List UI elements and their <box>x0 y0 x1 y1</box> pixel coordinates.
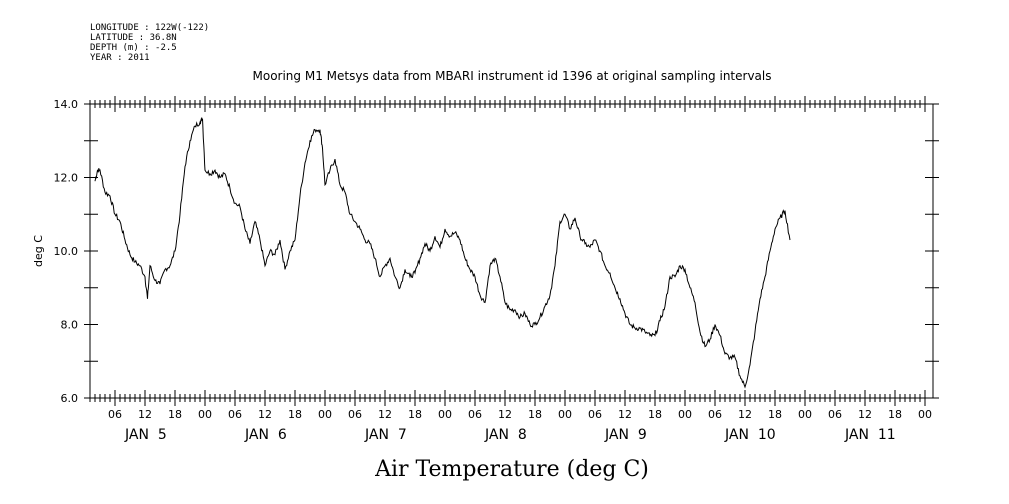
x-tick-label: 06 <box>468 408 482 421</box>
x-tick-label: 18 <box>168 408 182 421</box>
depth-label: DEPTH (m) : -2.5 <box>90 43 177 53</box>
x-axis-label: Air Temperature (deg C) <box>374 457 649 482</box>
y-tick-label: 8.0 <box>61 319 79 332</box>
y-axis: 6.0 8.0 10.0 12.0 14.0 <box>54 98 79 405</box>
x-tick-label: 18 <box>288 408 302 421</box>
year-label: YEAR : 2011 <box>90 53 150 63</box>
x-tick-label: 00 <box>438 408 452 421</box>
y-tick-label: 10.0 <box>54 245 79 258</box>
longitude-label: LONGITUDE : 122W(-122) <box>90 23 209 33</box>
tick-marks <box>84 96 939 406</box>
x-tick-label: 06 <box>228 408 242 421</box>
x-tick-label: 12 <box>858 408 872 421</box>
minor-ticks <box>84 96 939 406</box>
latitude-label: LATITUDE : 36.8N <box>90 33 177 43</box>
y-tick-label: 14.0 <box>54 98 79 111</box>
x-tick-label: 12 <box>738 408 752 421</box>
day-label: JAN 5 <box>124 427 167 443</box>
y-tick-label: 6.0 <box>61 392 79 405</box>
x-tick-label: 06 <box>588 408 602 421</box>
x-tick-label: 12 <box>378 408 392 421</box>
x-tick-label: 00 <box>798 408 812 421</box>
x-tick-label: 18 <box>408 408 422 421</box>
day-label: JAN 8 <box>484 427 527 443</box>
x-tick-label: 00 <box>558 408 572 421</box>
x-axis: 06 12 18 00 06 12 18 00 06 12 18 00 06 12 18 00 06 12 18 00… <box>108 408 932 421</box>
day-labels: JAN 5 JAN 6 JAN 7 JAN 8 JAN 9 JAN 10 JAN 11 <box>124 427 896 443</box>
day-label: JAN 9 <box>604 427 647 443</box>
y-axis-label: deg C <box>32 235 45 267</box>
x-tick-label: 06 <box>108 408 122 421</box>
series-line <box>94 116 791 389</box>
x-tick-label: 00 <box>318 408 332 421</box>
x-tick-label: 18 <box>888 408 902 421</box>
x-tick-label: 00 <box>198 408 212 421</box>
plot-frame <box>89 103 934 399</box>
day-label: JAN 10 <box>724 427 776 443</box>
x-tick-label: 06 <box>708 408 722 421</box>
x-tick-label: 12 <box>138 408 152 421</box>
x-tick-label: 00 <box>678 408 692 421</box>
series-layer <box>94 116 791 389</box>
x-tick-label: 12 <box>258 408 272 421</box>
x-tick-label: 00 <box>918 408 932 421</box>
day-label: JAN 6 <box>244 427 287 443</box>
x-tick-label: 18 <box>768 408 782 421</box>
x-tick-label: 12 <box>618 408 632 421</box>
y-tick-label: 12.0 <box>54 172 79 185</box>
x-tick-label: 12 <box>498 408 512 421</box>
day-label: JAN 11 <box>844 427 896 443</box>
x-tick-label: 18 <box>648 408 662 421</box>
x-tick-label: 06 <box>828 408 842 421</box>
x-tick-label: 18 <box>528 408 542 421</box>
x-tick-label: 06 <box>348 408 362 421</box>
day-label: JAN 7 <box>364 427 407 443</box>
chart-title: Mooring M1 Metsys data from MBARI instru… <box>253 69 772 83</box>
